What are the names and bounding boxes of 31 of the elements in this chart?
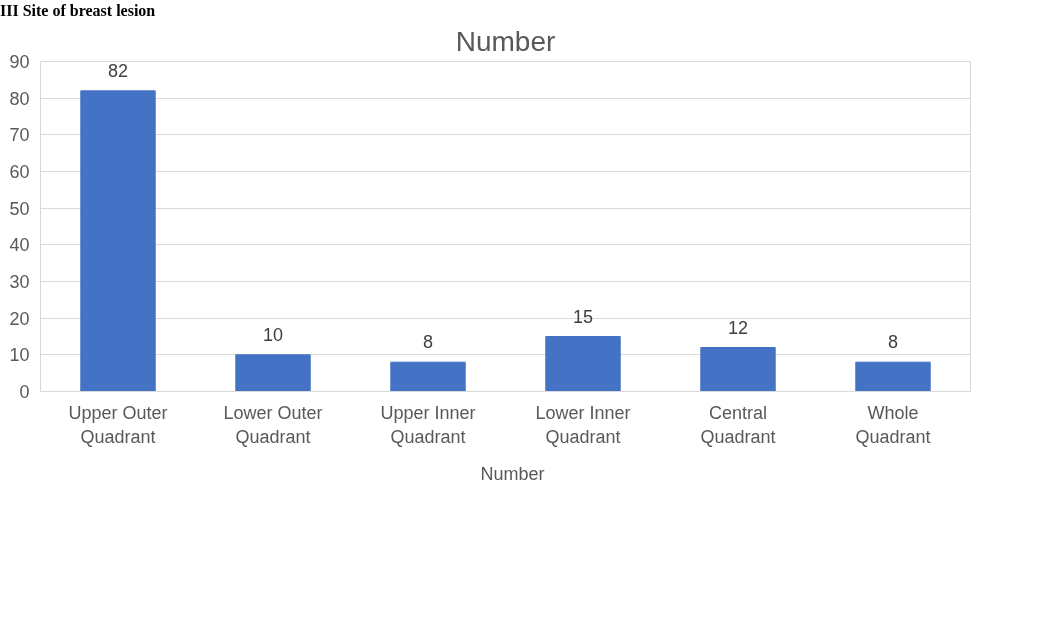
- x-tick-label: Central Quadrant: [700, 402, 776, 447]
- y-tick-label: 70: [9, 125, 30, 146]
- bar: [235, 354, 311, 392]
- bar: [855, 361, 931, 392]
- data-label: 82: [107, 60, 129, 81]
- text: III Site of breast lesion: [0, 1, 156, 21]
- x-tick-label: Whole Quadrant: [855, 402, 931, 447]
- y-tick-label: 80: [9, 88, 30, 109]
- bar: [700, 347, 776, 392]
- bar: [545, 336, 621, 392]
- x-tick-label: Lower Inner Quadrant: [535, 402, 631, 447]
- y-tick-label: 0: [19, 382, 30, 402]
- text: Number: [480, 463, 545, 485]
- data-label: 10: [262, 324, 284, 345]
- x-tick-label: Lower Outer Quadrant: [223, 402, 323, 447]
- bar: [80, 90, 156, 392]
- data-label: 8: [422, 332, 434, 353]
- y-tick-label: 40: [9, 235, 30, 256]
- data-label: 12: [727, 317, 749, 338]
- y-tick-label: 60: [9, 162, 30, 182]
- chart-title: Number: [455, 25, 556, 57]
- y-tick-label: 90: [9, 52, 30, 72]
- x-tick-label: Upper Outer Quadrant: [68, 402, 168, 447]
- x-tick-label: Upper Inner Quadrant: [380, 402, 476, 447]
- y-tick-label: 20: [9, 308, 30, 329]
- y-tick-label: 30: [9, 272, 30, 292]
- y-tick-label: 50: [9, 198, 30, 219]
- bar: [390, 361, 466, 392]
- y-tick-label: 10: [9, 345, 30, 366]
- data-label: 8: [887, 332, 899, 353]
- data-label: 15: [572, 306, 594, 327]
